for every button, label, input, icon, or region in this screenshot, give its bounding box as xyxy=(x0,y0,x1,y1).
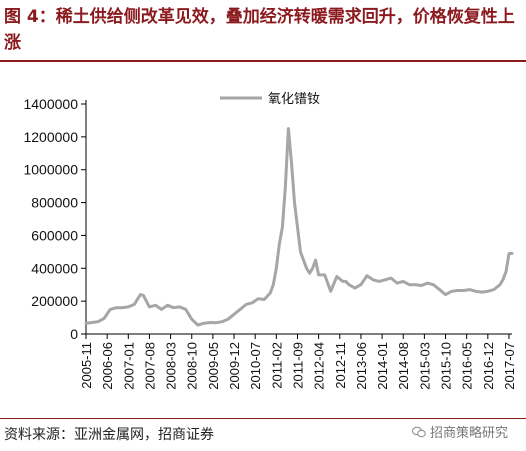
y-tick-label: 200000 xyxy=(31,293,78,309)
series-layer xyxy=(84,127,514,327)
x-tick-label: 2014-08 xyxy=(396,342,411,390)
x-tick-label: 2011-02 xyxy=(269,342,284,389)
y-tick-label: 600000 xyxy=(31,227,78,243)
y-tick-label: 800000 xyxy=(31,195,78,211)
x-tick-label: 2017-07 xyxy=(502,342,517,390)
x-tick-label: 2015-10 xyxy=(439,342,454,390)
y-axis-ticks: 0 200000 400000 600000 800000 1000000 1200000 1… xyxy=(23,96,86,342)
legend-label: 氧化镨钕 xyxy=(268,91,320,107)
x-tick-label: 2009-12 xyxy=(227,342,242,390)
chart-axes xyxy=(85,100,512,335)
x-tick-label: 2011-09 xyxy=(290,342,305,389)
x-tick-label: 2007-01 xyxy=(121,342,136,390)
watermark-text: 招商策略研究 xyxy=(430,426,509,441)
x-tick-label: 2012-11 xyxy=(333,342,348,389)
watermark: 招商策略研究 xyxy=(412,422,508,441)
y-tick-label: 1000000 xyxy=(23,162,78,178)
footer-divider xyxy=(0,418,526,419)
legend: 氧化镨钕 xyxy=(220,91,320,107)
title-divider xyxy=(0,60,526,62)
y-tick-label: 1400000 xyxy=(23,96,78,112)
x-tick-label: 2008-10 xyxy=(185,342,200,390)
y-tick-label: 400000 xyxy=(31,260,78,276)
x-tick-label: 2015-03 xyxy=(417,342,432,390)
x-tick-label: 2007-08 xyxy=(142,342,157,390)
x-tick-label: 2010-07 xyxy=(248,342,263,390)
figure-title: 图 4：稀土供给侧改革见效，叠加经济转暖需求回升，价格恢复性上涨 xyxy=(4,7,515,53)
chart: 0 200000 400000 600000 800000 1000000 1200000 1… xyxy=(23,91,517,390)
x-tick-label: 2012-04 xyxy=(312,342,327,390)
y-tick-label: 0 xyxy=(70,326,78,342)
x-tick-label: 2014-01 xyxy=(375,342,390,390)
wechat-icon xyxy=(412,426,426,437)
x-tick-label: 2013-06 xyxy=(354,342,369,390)
x-tick-label: 2016-12 xyxy=(481,342,496,390)
y-tick-label: 1200000 xyxy=(23,129,78,145)
series-line xyxy=(84,127,514,327)
x-tick-label: 2006-06 xyxy=(100,342,115,390)
x-tick-label: 2008-03 xyxy=(164,342,179,390)
source-note: 资料来源：亚洲金属网，招商证券 xyxy=(4,427,214,443)
x-tick-label: 2009-05 xyxy=(206,342,221,390)
x-axis-ticks: 2005-11 2006-06 2007-01 2007-08 2008-03 2008-… xyxy=(79,334,517,390)
x-tick-label: 2005-11 xyxy=(79,342,94,389)
x-tick-label: 2016-05 xyxy=(460,342,475,390)
